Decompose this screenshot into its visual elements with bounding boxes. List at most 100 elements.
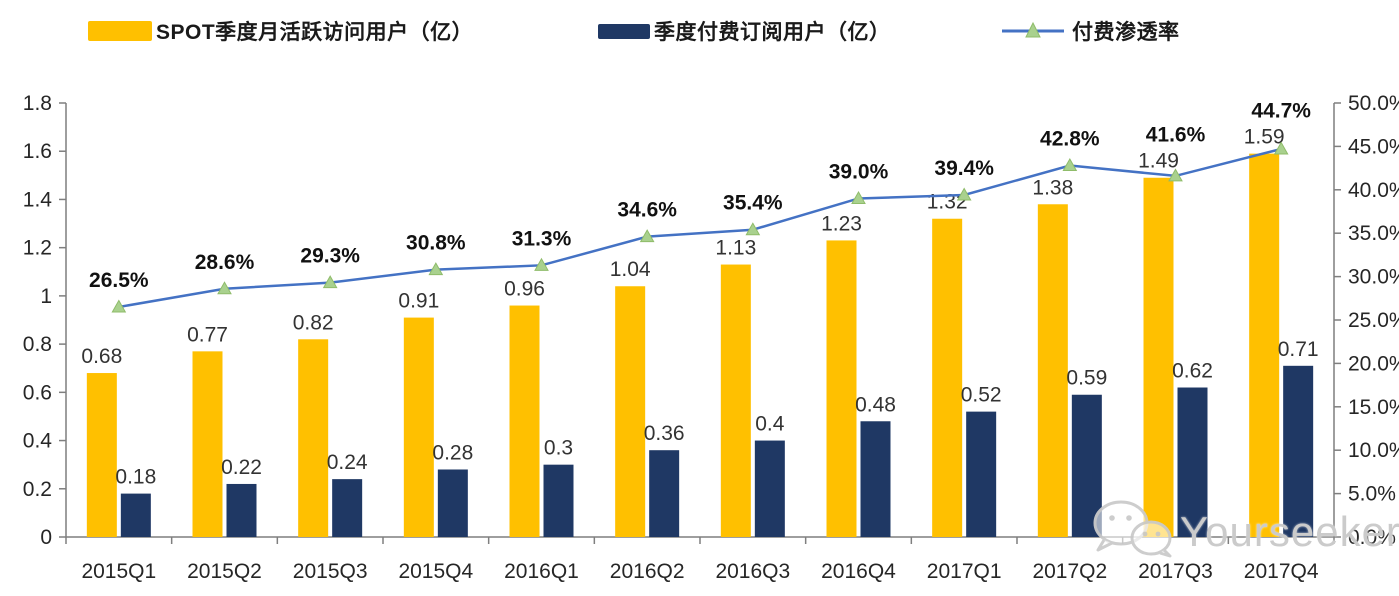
penetration-marker [322, 275, 338, 289]
mau-bar [509, 305, 540, 537]
subscribers-bar [1177, 387, 1208, 537]
subscribers-bar [754, 440, 785, 537]
mau-bar [826, 240, 857, 537]
x-axis-category-label: 2017Q4 [1244, 560, 1319, 583]
penetration-label: 26.5% [89, 269, 149, 292]
mau-bar-label: 0.96 [504, 278, 545, 301]
subscribers-bar-label: 0.3 [544, 437, 573, 460]
right-axis-tick-label: 15.0% [1348, 396, 1399, 419]
left-axis-tick-label: 1.8 [23, 92, 52, 115]
left-axis-tick-label: 1.6 [23, 140, 52, 163]
mau-bar-label: 1.23 [821, 212, 862, 235]
penetration-label: 29.3% [300, 245, 360, 268]
x-axis-category-label: 2016Q4 [821, 560, 896, 583]
mau-bar-label: 0.82 [293, 311, 334, 334]
subscribers-bar [1071, 394, 1102, 537]
penetration-label: 39.0% [829, 160, 889, 183]
left-axis-tick-label: 0 [40, 526, 52, 549]
subscribers-bar-label: 0.62 [1172, 360, 1213, 383]
mau-bar [403, 317, 434, 537]
mau-bar [298, 339, 329, 537]
mau-bar-label: 0.68 [81, 345, 122, 368]
legend-item-mau[interactable]: SPOT季度月活跃访问用户（亿） [88, 18, 473, 44]
penetration-marker [745, 222, 761, 236]
penetration-marker [428, 262, 444, 276]
mau-bar-label: 1.04 [610, 258, 651, 281]
legend-label-mau: SPOT季度月活跃访问用户（亿） [156, 21, 474, 44]
subscribers-bar-label: 0.52 [961, 384, 1002, 407]
x-axis-category-label: 2015Q1 [81, 560, 156, 583]
subscribers-bar [966, 411, 997, 537]
mau-bar-label: 1.38 [1032, 176, 1073, 199]
left-axis-tick-label: 1.2 [23, 237, 52, 260]
subscribers-series-swatch [598, 23, 650, 39]
right-axis-tick-label: 10.0% [1348, 439, 1399, 462]
mau-bar [615, 286, 646, 537]
subscribers-bar-label: 0.71 [1278, 338, 1319, 361]
mau-bar [1037, 204, 1068, 537]
legend-label-subscribers: 季度付费订阅用户（亿） [654, 21, 891, 44]
mau-bar-label: 0.91 [398, 290, 439, 313]
subscribers-bar [860, 421, 891, 537]
x-axis-category-label: 2015Q2 [187, 560, 262, 583]
x-axis-category-label: 2015Q3 [293, 560, 368, 583]
subscribers-bar-label: 0.59 [1066, 367, 1107, 390]
mau-series-swatch [88, 21, 152, 41]
left-axis-tick-label: 0.4 [23, 430, 53, 453]
penetration-marker [217, 281, 232, 295]
penetration-marker [956, 187, 972, 201]
mau-bar [1249, 153, 1280, 537]
subscribers-bar-label: 0.22 [221, 456, 262, 479]
x-axis-category-label: 2017Q2 [1032, 560, 1107, 583]
subscribers-bar [649, 450, 680, 537]
right-axis-tick-label: 40.0% [1348, 179, 1399, 202]
mau-bar [192, 351, 223, 537]
right-axis-tick-label: 45.0% [1348, 135, 1399, 158]
right-axis-tick-label: 35.0% [1348, 222, 1399, 245]
subscribers-bar-label: 0.36 [644, 422, 685, 445]
left-axis-tick-label: 0.2 [23, 478, 52, 501]
left-axis-tick-label: 0.8 [23, 333, 52, 356]
penetration-label: 39.4% [934, 157, 994, 180]
mau-bar [720, 264, 751, 537]
penetration-label: 44.7% [1251, 100, 1311, 123]
penetration-label: 28.6% [195, 251, 255, 274]
penetration-marker [851, 190, 866, 204]
subscribers-bar-label: 0.48 [855, 393, 896, 416]
subscribers-bar [120, 493, 151, 537]
right-axis-tick-label: 0.0% [1348, 526, 1396, 549]
subscribers-bar [1283, 365, 1314, 537]
left-axis-tick-label: 0.6 [23, 381, 52, 404]
mau-bar-label: 1.49 [1138, 150, 1179, 173]
subscribers-bar [543, 464, 574, 537]
mau-bar [932, 218, 963, 537]
penetration-marker [1062, 157, 1078, 171]
subscribers-bar [332, 479, 363, 537]
mau-bar [1143, 177, 1174, 537]
left-axis-tick-label: 1 [40, 285, 52, 308]
x-axis-category-label: 2016Q1 [504, 560, 579, 583]
penetration-label: 42.8% [1040, 127, 1100, 150]
penetration-label: 35.4% [723, 192, 783, 215]
subscribers-bar-label: 0.28 [432, 441, 473, 464]
penetration-line [118, 147, 1282, 309]
penetration-line-swatch [1002, 20, 1064, 42]
mau-bar-label: 0.77 [187, 323, 228, 346]
penetration-label: 30.8% [406, 232, 466, 255]
penetration-marker [534, 257, 549, 271]
penetration-label: 34.6% [617, 199, 677, 222]
right-axis-tick-label: 30.0% [1348, 266, 1399, 289]
x-axis-category-label: 2016Q2 [610, 560, 685, 583]
right-axis-tick-label: 20.0% [1348, 352, 1399, 375]
right-axis-tick-label: 50.0% [1348, 92, 1399, 115]
legend-item-penetration[interactable]: 付费渗透率 [1002, 18, 1180, 44]
legend-label-penetration: 付费渗透率 [1072, 21, 1180, 44]
penetration-marker [1273, 141, 1289, 155]
right-axis-tick-label: 5.0% [1348, 483, 1396, 506]
x-axis-category-label: 2016Q3 [715, 560, 790, 583]
x-axis-category-label: 2017Q1 [927, 560, 1002, 583]
penetration-marker [111, 299, 127, 313]
legend-item-subscribers[interactable]: 季度付费订阅用户（亿） [598, 18, 891, 44]
